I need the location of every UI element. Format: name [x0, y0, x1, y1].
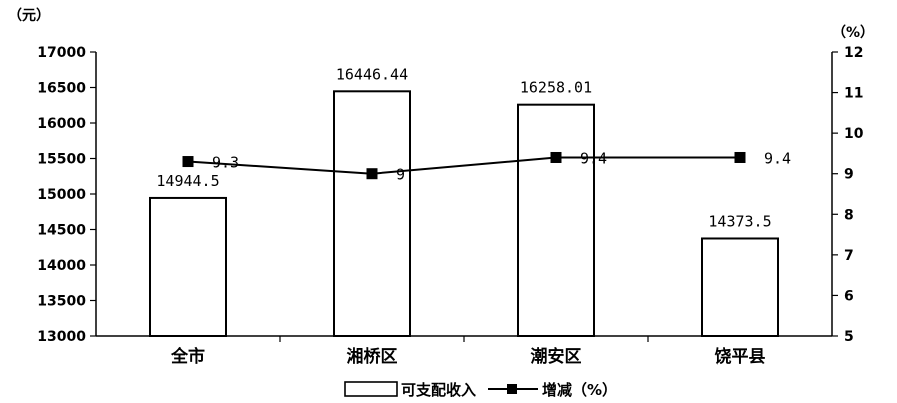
category-label: 潮安区 [531, 346, 582, 367]
right-y-axis: 5 6 7 8 9 10 11 12 [831, 45, 864, 345]
left-tick-label: 14000 [37, 258, 86, 274]
right-tick-label: 7 [844, 248, 854, 264]
line-point [734, 151, 746, 163]
left-tick-label: 16000 [37, 116, 86, 132]
right-axis-unit: （%） [832, 25, 874, 41]
line-value-label: 9 [396, 166, 405, 184]
bar-value-label: 14944.5 [156, 172, 219, 190]
bar [517, 103, 595, 337]
bar-series: 14944.5 16446.44 16258.01 14373.5 [149, 65, 779, 338]
line-path [187, 156, 740, 175]
right-tick-label: 9 [844, 167, 854, 183]
bar-value-label: 14373.5 [708, 212, 771, 230]
legend-bar-swatch [344, 381, 398, 397]
bar-value-label: 16258.01 [520, 79, 592, 97]
line-value-label: 9.4 [580, 149, 607, 167]
left-tick-label: 14500 [37, 223, 86, 239]
line-point [366, 168, 378, 180]
line-value-label: 9.4 [764, 149, 791, 167]
left-tick-label: 13500 [37, 294, 86, 310]
line-series: 9.3 9 9.4 9.4 [182, 149, 791, 184]
bar [701, 237, 779, 338]
bar-value-label: 16446.44 [336, 65, 408, 83]
line-point [550, 151, 562, 163]
x-axis: 全市 湘桥区 潮安区 饶平县 [96, 335, 832, 367]
right-tick-label: 5 [844, 329, 854, 345]
category-label: 饶平县 [715, 346, 766, 367]
left-tick-label: 15000 [37, 187, 86, 203]
left-axis-unit: （元） [8, 8, 50, 24]
right-tick-label: 10 [844, 126, 864, 142]
left-tick-label: 13000 [37, 329, 86, 345]
right-tick-label: 12 [844, 45, 863, 61]
bar [333, 90, 411, 337]
legend-line-marker [507, 384, 517, 394]
legend: 可支配收入 增减（%） [344, 381, 617, 399]
left-tick-label: 16500 [37, 81, 86, 97]
left-tick-label: 17000 [37, 45, 86, 61]
category-label: 湘桥区 [347, 346, 398, 367]
legend-bar-label: 可支配收入 [401, 381, 476, 399]
left-tick-label: 15500 [37, 152, 86, 168]
bar [149, 196, 227, 337]
right-tick-label: 8 [844, 207, 854, 223]
right-tick-label: 6 [844, 288, 854, 304]
legend-line-label: 增减（%） [542, 381, 617, 399]
right-tick-label: 11 [844, 86, 863, 102]
category-label: 全市 [170, 346, 205, 367]
line-point [182, 156, 194, 168]
left-y-axis: 13000 13500 14000 14500 15000 15500 16000 16500… [37, 45, 97, 345]
line-value-label: 9.3 [212, 154, 239, 172]
